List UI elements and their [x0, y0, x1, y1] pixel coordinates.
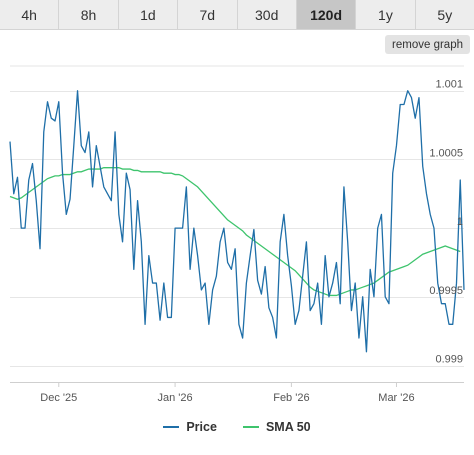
- time-range-tabs: 4h 8h 1d 7d 30d 120d 1y 5y: [0, 0, 474, 30]
- x-axis-ticks: Dec '25 Jan '26 Feb '26 Mar '26: [40, 382, 415, 404]
- tab-30d[interactable]: 30d: [238, 0, 297, 29]
- legend-swatch-price: [163, 426, 180, 428]
- x-tick-label: Mar '26: [378, 392, 414, 404]
- y-tick-label: 1.0005: [429, 147, 463, 159]
- tab-1d[interactable]: 1d: [119, 0, 179, 29]
- tab-8h[interactable]: 8h: [59, 0, 119, 29]
- remove-graph-button[interactable]: remove graph: [385, 35, 470, 54]
- legend-label-sma-50: SMA 50: [265, 420, 311, 434]
- sma-series: [9, 167, 461, 297]
- legend-item-sma-50[interactable]: SMA 50: [242, 420, 311, 434]
- y-tick-label: 1: [457, 216, 463, 228]
- y-axis-ticks: 0.999 0.9995 1 1.0005 1.001: [429, 79, 463, 366]
- legend-item-price[interactable]: Price: [163, 420, 217, 434]
- x-tick-label: Jan '26: [158, 392, 193, 404]
- sma-50-line: [9, 167, 461, 297]
- grid-lines: [10, 65, 464, 383]
- chart-legend: Price SMA 50: [0, 420, 474, 434]
- tab-120d[interactable]: 120d: [296, 0, 357, 29]
- legend-swatch-sma-50: [242, 426, 259, 428]
- tab-7d[interactable]: 7d: [178, 0, 238, 29]
- x-tick-label: Dec '25: [40, 392, 77, 404]
- y-tick-label: 0.9995: [429, 285, 463, 297]
- price-line: [9, 90, 465, 353]
- x-tick-label: Feb '26: [273, 392, 309, 404]
- tab-4h[interactable]: 4h: [0, 0, 60, 29]
- y-tick-label: 0.999: [435, 354, 463, 366]
- tab-1y[interactable]: 1y: [356, 0, 416, 29]
- price-chart: 0.999 0.9995 1 1.0005 1.001 Dec '25 Jan '26 Fe…: [9, 65, 465, 404]
- legend-label-price: Price: [186, 420, 217, 434]
- price-series: [9, 90, 465, 353]
- y-tick-label: 1.001: [435, 79, 463, 91]
- tab-5y[interactable]: 5y: [437, 6, 453, 23]
